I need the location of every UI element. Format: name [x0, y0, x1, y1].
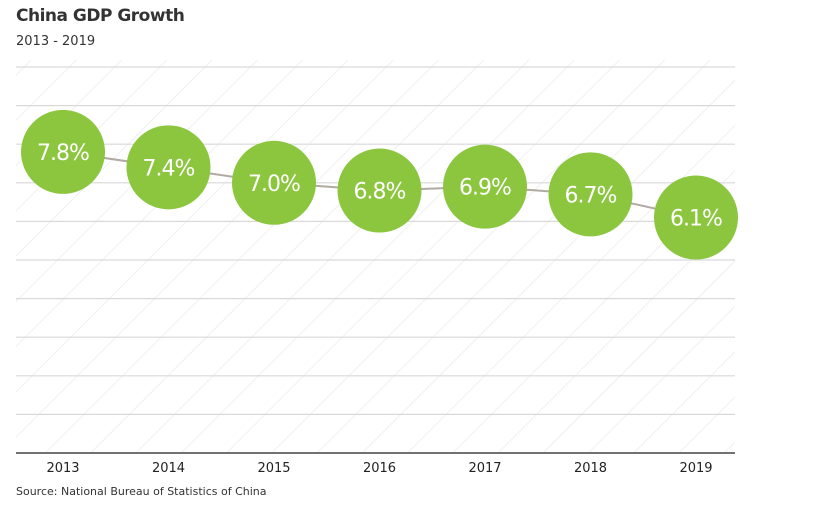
data-label: 7.0%: [248, 172, 300, 197]
x-tick-label: 2014: [152, 461, 185, 476]
chart-source-note: Source: National Bureau of Statistics of…: [16, 485, 267, 498]
x-tick-label: 2013: [46, 461, 79, 476]
data-label: 6.1%: [670, 207, 722, 232]
data-label: 6.7%: [565, 183, 617, 208]
plot-background: [16, 60, 735, 453]
data-point-marker: [337, 148, 422, 233]
x-tick-label: 2015: [257, 461, 290, 476]
data-point-marker: [232, 140, 316, 225]
data-point-marker: [21, 109, 105, 194]
data-point-marker: [654, 175, 738, 260]
data-label: 7.4%: [143, 156, 195, 181]
data-label: 6.9%: [459, 176, 511, 201]
x-tick-label: 2017: [468, 461, 501, 476]
chart-subtitle: 2013 - 2019: [16, 34, 96, 49]
data-point-marker: [443, 144, 527, 229]
data-point-marker: [548, 152, 633, 237]
data-label: 7.8%: [37, 141, 89, 166]
x-tick-label: 2018: [574, 461, 607, 476]
x-axis-ticks: 2013 2014 2015 2016 2017 2018 2019: [46, 461, 712, 476]
chart-title: China GDP Growth: [16, 6, 185, 26]
data-points: 7.8% 7.4% 7.0% 6.8% 6.9% 6.7% 6.1%: [21, 109, 738, 260]
x-tick-label: 2019: [679, 461, 712, 476]
data-point-marker: [126, 125, 211, 210]
x-tick-label: 2016: [363, 461, 396, 476]
data-label: 6.8%: [354, 180, 406, 205]
